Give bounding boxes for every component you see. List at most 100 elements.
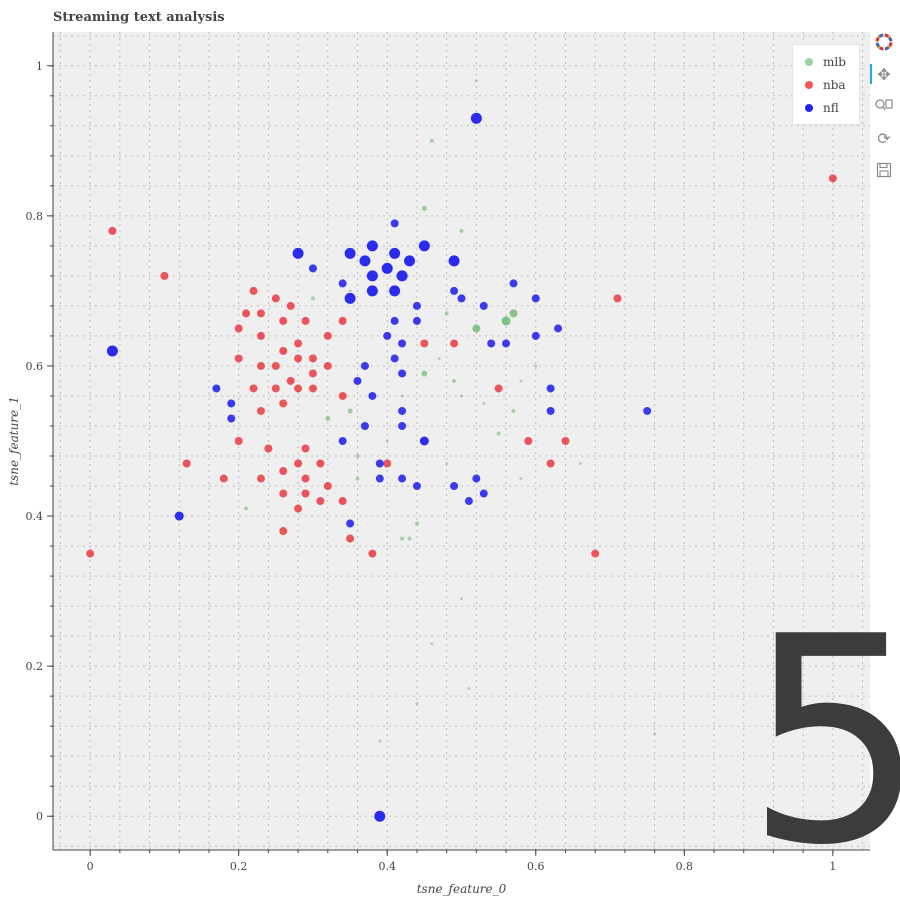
data-point-nba (86, 549, 95, 558)
data-point-nfl (375, 459, 384, 468)
legend-item-nfl[interactable]: nfl (793, 96, 859, 119)
pan-icon[interactable]: ✥ (870, 62, 896, 86)
data-point-nba (234, 324, 243, 333)
legend-swatch-nfl (805, 103, 813, 112)
data-point-nfl (418, 240, 430, 252)
x-tick-label: 0.2 (230, 860, 248, 873)
data-point-nba (301, 444, 310, 453)
x-tick-label: 0.4 (378, 860, 396, 873)
data-point-nfl (448, 255, 460, 267)
data-point-nfl (398, 474, 407, 483)
data-point-nfl (398, 339, 407, 348)
save-icon[interactable] (872, 158, 896, 182)
data-point-nba (256, 474, 265, 483)
data-point-mlb (445, 462, 449, 466)
data-point-nba (249, 286, 258, 295)
axes: 0 0.2 0.4 0.6 0.8 1 0 0.2 0.4 0.6 0.8 1 (26, 32, 870, 873)
data-point-nfl (389, 285, 401, 297)
data-point-nba (316, 459, 325, 468)
legend-item-mlb[interactable]: mlb (793, 50, 859, 73)
data-point-nfl (404, 255, 416, 267)
data-point-mlb (501, 316, 511, 326)
data-point-nfl (292, 247, 304, 259)
data-point-nfl (398, 406, 407, 415)
data-point-nfl (366, 240, 378, 252)
legend: mlb nba nfl (792, 44, 860, 125)
data-point-nba (108, 226, 117, 235)
data-point-mlb (421, 370, 428, 377)
data-point-mlb (653, 732, 657, 736)
data-point-nba (256, 309, 265, 318)
data-point-nfl (383, 331, 392, 340)
x-axis-label: tsne_feature_0 (417, 882, 507, 896)
grid-lines (53, 32, 870, 850)
data-point-nfl (174, 511, 184, 521)
y-tick-label: 1 (36, 60, 43, 73)
data-point-mlb (452, 378, 457, 383)
data-point-mlb (511, 408, 516, 413)
data-point-nba (294, 354, 303, 363)
legend-label-mlb: mlb (823, 54, 846, 69)
data-point-nba (368, 549, 377, 558)
data-point-nfl (487, 339, 496, 348)
data-point-mlb (414, 521, 419, 526)
data-point-nfl (390, 219, 399, 228)
data-point-mlb (467, 687, 471, 691)
data-point-nfl (464, 497, 473, 506)
data-point-nfl (419, 436, 429, 446)
data-point-mlb (378, 739, 382, 743)
data-point-nba (256, 406, 265, 415)
data-point-nba (271, 294, 280, 303)
data-point-nfl (479, 301, 488, 310)
data-point-nfl (227, 399, 236, 408)
overlay-number: 5 (745, 576, 900, 908)
x-tick-label: 0 (87, 860, 94, 873)
data-point-mlb (444, 311, 449, 316)
data-point-nba (294, 339, 303, 348)
data-point-mlb (459, 228, 464, 233)
legend-item-nba[interactable]: nba (793, 73, 859, 96)
data-point-mlb (310, 296, 315, 301)
data-point-nfl (396, 270, 408, 282)
data-point-nba (279, 527, 288, 536)
data-point-mlb (400, 536, 405, 541)
box-zoom-icon[interactable] (872, 94, 896, 118)
data-point-nfl (308, 264, 317, 273)
data-point-mlb (244, 506, 249, 511)
data-point-nba (234, 437, 243, 445)
data-point-mlb (385, 439, 389, 443)
data-point-mlb (460, 597, 463, 601)
data-point-nfl (381, 262, 393, 274)
data-point-nfl (412, 482, 421, 491)
plot-toolbar: ✥ ⟳ (870, 30, 900, 190)
data-point-nba (323, 331, 332, 340)
data-point-nba (279, 316, 288, 325)
data-point-nba (294, 459, 303, 468)
data-point-nba (234, 354, 243, 363)
data-point-nfl (546, 384, 555, 393)
data-point-nfl (106, 345, 118, 357)
data-point-nba (338, 497, 347, 506)
data-point-nfl (479, 489, 488, 498)
data-point-nba (256, 331, 265, 340)
data-point-nfl (368, 391, 377, 400)
data-point-nba (308, 354, 317, 363)
data-point-nba (219, 474, 228, 483)
data-point-nfl (450, 482, 459, 491)
plot-area[interactable] (53, 32, 870, 850)
bokeh-logo-icon[interactable] (872, 30, 896, 54)
data-point-mlb (325, 415, 331, 421)
data-point-nba (346, 534, 355, 543)
data-point-nba (323, 482, 332, 491)
data-point-mlb (347, 408, 353, 414)
data-point-nba (242, 309, 251, 318)
data-point-nfl (374, 810, 386, 822)
data-point-nfl (472, 474, 481, 483)
reset-icon[interactable]: ⟳ (877, 128, 891, 148)
data-point-nfl (344, 247, 356, 259)
data-point-nfl (450, 286, 459, 295)
data-point-nfl (398, 421, 407, 430)
data-point-nba (279, 399, 288, 408)
data-point-mlb (355, 476, 360, 481)
